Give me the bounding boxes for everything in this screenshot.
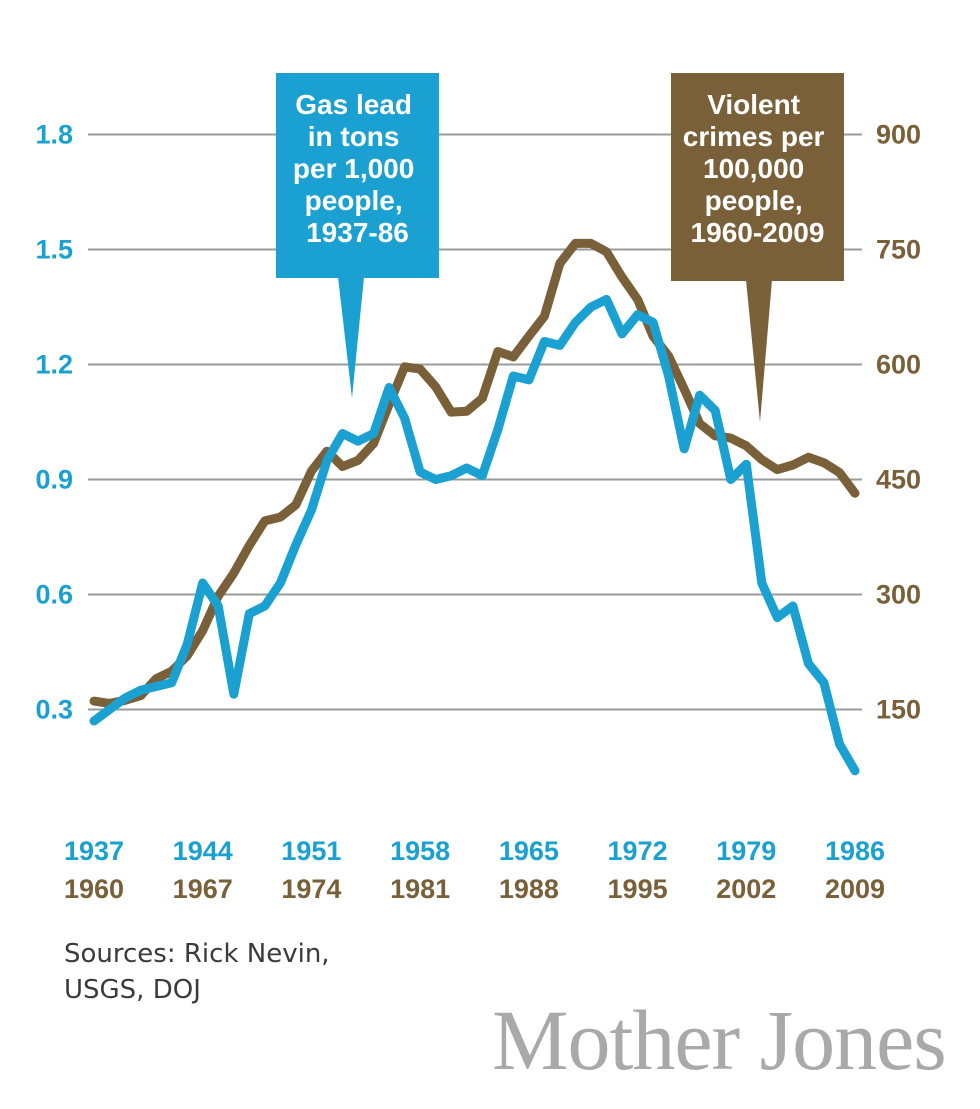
lead-callout-line: people, (305, 185, 403, 216)
x-axis-crime-years: 1960 1967 1974 1981 1988 1995 2002 2009 (64, 874, 885, 904)
right-axis-labels: 150 300 450 600 750 900 (876, 120, 921, 725)
x-tick-lead-year: 1937 (64, 836, 124, 866)
right-tick-label: 450 (876, 465, 921, 495)
lead-callout-text: Gas lead in tons per 1,000 people, 1937-… (293, 89, 422, 248)
left-tick-label: 0.9 (35, 465, 73, 495)
sources-note: Sources: Rick Nevin, USGS, DOJ (64, 936, 330, 1008)
x-tick-crime-year: 1988 (499, 874, 559, 904)
lead-callout-line: in tons (308, 121, 400, 152)
x-tick-crime-year: 2002 (716, 874, 776, 904)
lead-callout: Gas lead in tons per 1,000 people, 1937-… (276, 73, 439, 398)
right-tick-label: 900 (876, 120, 921, 150)
x-tick-crime-year: 1995 (608, 874, 668, 904)
x-tick-lead-year: 1986 (825, 836, 885, 866)
sources-line: Sources: Rick Nevin, (64, 939, 330, 969)
left-tick-label: 1.5 (35, 235, 73, 265)
lead-callout-line: per 1,000 (293, 153, 414, 184)
x-tick-lead-year: 1951 (281, 836, 341, 866)
left-tick-label: 1.2 (35, 350, 73, 380)
x-tick-lead-year: 1972 (608, 836, 668, 866)
crime-callout-line: 1960-2009 (691, 217, 825, 248)
chart: 0.3 0.6 0.9 1.2 1.5 1.8 150 300 450 600 750 900 Ga… (35, 73, 921, 904)
left-tick-label: 0.6 (35, 580, 73, 610)
left-axis-labels: 0.3 0.6 0.9 1.2 1.5 1.8 (35, 120, 73, 725)
x-tick-crime-year: 1960 (64, 874, 124, 904)
x-tick-crime-year: 2009 (825, 874, 885, 904)
x-tick-lead-year: 1979 (716, 836, 776, 866)
lead-callout-pointer (338, 277, 364, 398)
x-tick-lead-year: 1965 (499, 836, 559, 866)
x-tick-crime-year: 1974 (281, 874, 341, 904)
lead-callout-line: Gas lead (295, 89, 412, 120)
mother-jones-logo: Mother Jones (492, 992, 947, 1088)
lead-callout-line: 1937-86 (306, 217, 409, 248)
crime-callout-text: Violent crimes per 100,000 people, 1960-… (683, 89, 832, 248)
right-tick-label: 300 (876, 580, 921, 610)
x-tick-lead-year: 1944 (173, 836, 233, 866)
right-tick-label: 600 (876, 350, 921, 380)
x-tick-lead-year: 1958 (390, 836, 450, 866)
left-tick-label: 0.3 (35, 695, 73, 725)
crime-callout-box (671, 73, 844, 281)
lead-series-line (89, 294, 860, 776)
x-axis-lead-years: 1937 1944 1951 1958 1965 1972 1979 1986 (64, 836, 885, 866)
crime-callout-line: Violent (707, 89, 800, 120)
crime-callout-pointer (746, 280, 772, 422)
right-tick-label: 750 (876, 235, 921, 265)
crime-callout-line: people, (705, 185, 803, 216)
left-tick-label: 1.8 (35, 120, 73, 150)
crime-callout-line: crimes per (683, 121, 825, 152)
crime-callout-line: 100,000 (703, 153, 804, 184)
x-tick-crime-year: 1981 (390, 874, 450, 904)
x-tick-crime-year: 1967 (173, 874, 233, 904)
right-tick-label: 150 (876, 695, 921, 725)
crime-callout: Violent crimes per 100,000 people, 1960-… (671, 73, 844, 422)
sources-line: USGS, DOJ (64, 975, 201, 1005)
crime-series-line (89, 238, 860, 708)
lead-callout-box (276, 73, 439, 278)
